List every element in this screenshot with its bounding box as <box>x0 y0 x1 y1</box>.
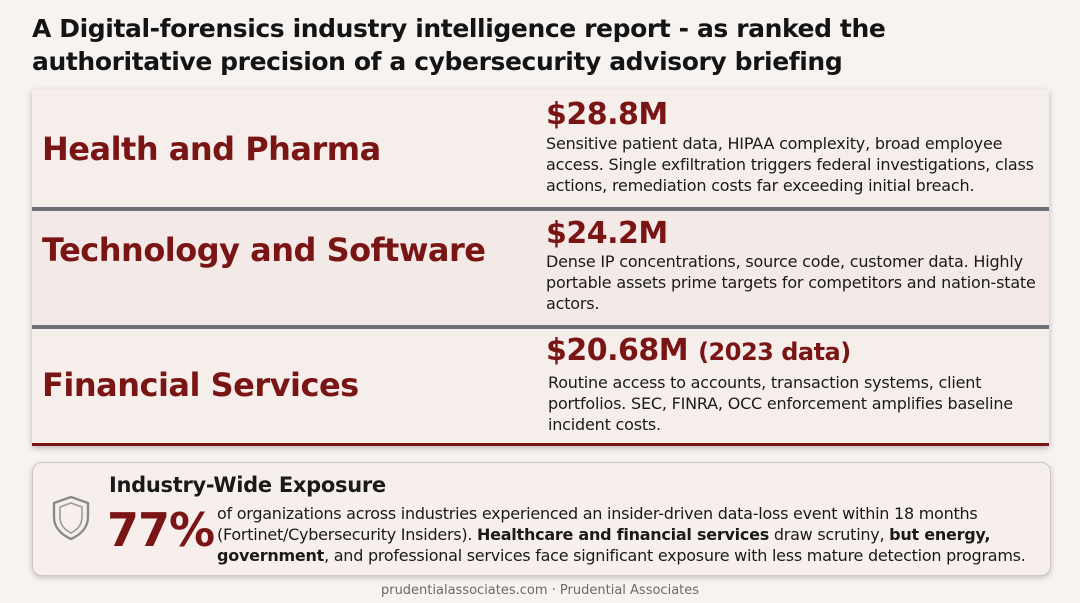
exposure-highlight: Healthcare and financial services <box>477 525 770 544</box>
industry-description: Dense IP concentrations, source code, cu… <box>546 252 1036 313</box>
exposure-text: draw scrutiny, <box>769 525 890 544</box>
footer-credit: prudentialassociates.com · Prudential As… <box>380 583 700 598</box>
exposure-title: Industry-Wide Exposure <box>109 473 386 497</box>
exposure-callout: Industry-Wide Exposure 77% of organizati… <box>32 462 1051 576</box>
industry-cost-value: $24.2M <box>546 216 668 251</box>
table-bottom-rule <box>32 443 1049 446</box>
industry-cost-note: (2023 data) <box>698 338 851 366</box>
industry-cost-table: Health and Pharma $28.8M Sensitive patie… <box>32 90 1049 446</box>
industry-label: Financial Services <box>42 366 359 404</box>
row-divider <box>32 325 1049 329</box>
industry-description: Routine access to accounts, transaction … <box>548 373 1013 434</box>
industry-row-health: Health and Pharma $28.8M Sensitive patie… <box>32 90 1049 207</box>
exposure-text: of organizations across industries exper… <box>217 504 978 544</box>
page-title: A Digital-forensics industry intelligenc… <box>32 14 886 76</box>
shield-icon <box>52 495 90 541</box>
row-divider <box>32 207 1049 211</box>
industry-cost-value: $28.8M <box>546 97 668 132</box>
exposure-text: , and professional services face signifi… <box>324 546 1026 565</box>
industry-cost-value: $20.68M <box>546 333 689 368</box>
exposure-highlight: but energy, government <box>217 525 991 565</box>
industry-label: Health and Pharma <box>42 130 381 168</box>
industry-cost: $24.2M <box>546 217 668 251</box>
exposure-description: of organizations across industries exper… <box>217 503 1047 566</box>
industry-cost: $20.68M (2023 data) <box>546 334 851 369</box>
industry-label: Technology and Software <box>42 231 486 269</box>
industry-row-financial: Financial Services $20.68M (2023 data) R… <box>32 330 1049 443</box>
industry-description: Sensitive patient data, HIPAA complexity… <box>546 134 1034 195</box>
industry-cost: $28.8M <box>546 98 668 132</box>
exposure-stat: 77% <box>107 503 215 557</box>
industry-row-technology: Technology and Software $24.2M Dense IP … <box>32 211 1049 325</box>
